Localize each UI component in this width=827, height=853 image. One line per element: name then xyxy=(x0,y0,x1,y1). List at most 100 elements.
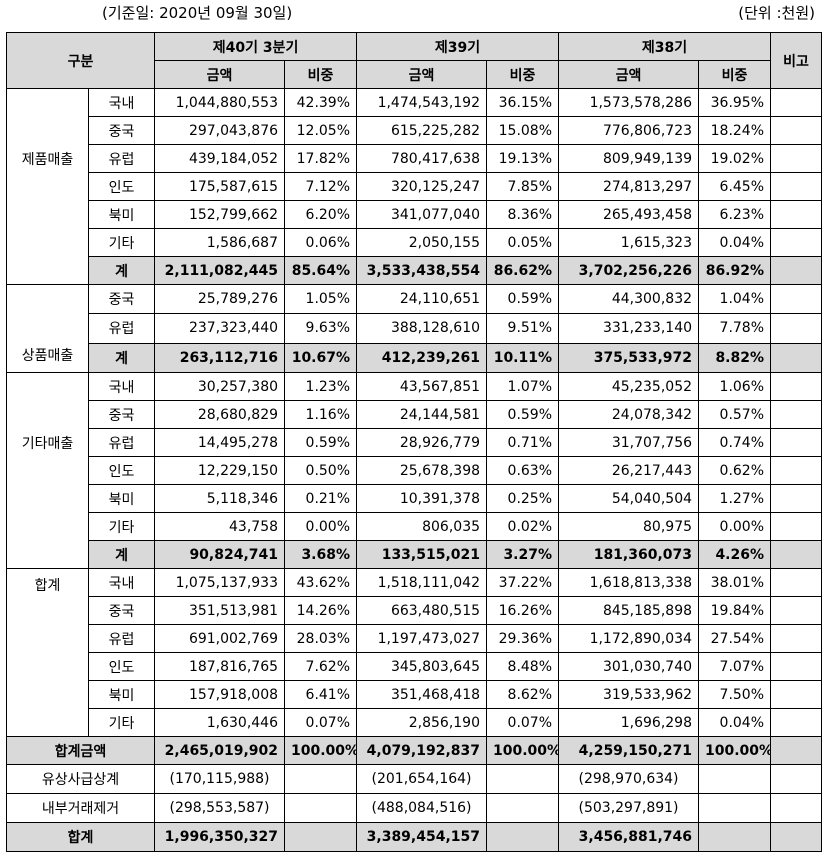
amount-cell: 1,586,687 xyxy=(154,228,286,257)
reference-date: (기준일: 2020년 09월 30일) xyxy=(102,4,293,22)
header-period-2: 제39기 xyxy=(356,32,560,61)
table-row: 기타 43,758 0.00% 806,035 0.02% 80,975 0.00% xyxy=(7,512,823,541)
ratio-cell: 9.51% xyxy=(486,313,560,344)
ratio-cell: 7.78% xyxy=(698,313,772,344)
note-cell xyxy=(770,764,823,794)
ratio-cell: 7.07% xyxy=(698,652,772,681)
note-cell xyxy=(770,116,823,145)
amount-cell: 351,468,418 xyxy=(356,680,488,709)
ratio-cell: 1.05% xyxy=(284,283,358,315)
header-note: 비고 xyxy=(770,32,823,89)
amount-cell: 375,533,972 xyxy=(558,342,700,374)
header-ratio: 비중 xyxy=(698,60,772,89)
ratio-cell: 0.59% xyxy=(486,283,560,315)
header-ratio: 비중 xyxy=(486,60,560,89)
amount-cell: 2,111,082,445 xyxy=(154,256,286,285)
ratio-cell: 43.62% xyxy=(284,568,358,597)
header-amount: 금액 xyxy=(356,60,488,89)
amount-cell: 1,573,578,286 xyxy=(558,88,700,117)
region-cell: 중국 xyxy=(87,400,156,429)
ratio-cell: 0.00% xyxy=(284,512,358,541)
ratio-cell: 1.23% xyxy=(284,372,358,401)
ratio-cell xyxy=(486,822,560,852)
group-label: 기타매출 xyxy=(6,372,89,569)
ratio-cell: 8.36% xyxy=(486,200,560,229)
amount-cell: 2,465,019,902 xyxy=(154,736,286,765)
table-row: 북미 157,918,008 6.41% 351,468,418 8.62% 319,53… xyxy=(7,680,823,709)
amount-cell: 806,035 xyxy=(356,512,488,541)
ratio-cell xyxy=(284,793,358,823)
ratio-cell: 100.00% xyxy=(486,736,560,765)
note-cell xyxy=(770,568,823,597)
note-cell xyxy=(770,172,823,201)
ratio-cell: 19.84% xyxy=(698,596,772,625)
ratio-cell: 0.50% xyxy=(284,456,358,485)
ratio-cell xyxy=(486,793,560,823)
subtotal-label: 계 xyxy=(87,256,156,285)
note-cell xyxy=(770,540,823,569)
amount-cell: 90,824,741 xyxy=(154,540,286,569)
ratio-cell: 8.62% xyxy=(486,680,560,709)
table-row: 기타매출 국내 30,257,380 1.23% 43,567,851 1.07% 45,2… xyxy=(6,372,823,569)
amount-cell: 187,816,765 xyxy=(154,652,286,681)
note-cell xyxy=(770,456,823,485)
amount-cell: (170,115,988) xyxy=(154,764,286,794)
amount-cell: 3,533,438,554 xyxy=(356,256,488,285)
ratio-cell: 27.54% xyxy=(698,624,772,653)
ratio-cell: 29.36% xyxy=(486,624,560,653)
note-cell xyxy=(770,822,823,852)
amount-cell: 615,225,282 xyxy=(356,116,488,145)
ratio-cell xyxy=(486,764,560,794)
grand-total-label: 합계 xyxy=(5,822,156,852)
region-cell: 국내 xyxy=(87,88,156,117)
amount-cell: 5,118,346 xyxy=(154,484,286,513)
table-row: 중국 28,680,829 1.16% 24,144,581 0.59% 24,078,3… xyxy=(7,400,823,429)
region-cell: 기타 xyxy=(87,228,156,257)
amount-cell: 1,996,350,327 xyxy=(154,822,286,852)
ratio-cell: 38.01% xyxy=(698,568,772,597)
amount-cell: 3,702,256,226 xyxy=(558,256,700,285)
ratio-cell: 19.02% xyxy=(698,144,772,173)
ratio-cell: 14.26% xyxy=(284,596,358,625)
ratio-cell: 12.05% xyxy=(284,116,358,145)
amount-cell: 25,789,276 xyxy=(154,283,286,315)
amount-cell: 341,077,040 xyxy=(356,200,488,229)
ratio-cell: 36.95% xyxy=(698,88,772,117)
amount-cell: 80,975 xyxy=(558,512,700,541)
ratio-cell: 0.57% xyxy=(698,400,772,429)
ratio-cell: 8.48% xyxy=(486,652,560,681)
amount-cell: 26,217,443 xyxy=(558,456,700,485)
ratio-cell: 85.64% xyxy=(284,256,358,285)
amount-cell: 345,803,645 xyxy=(356,652,488,681)
table-row: 북미 152,799,662 6.20% 341,077,040 8.36% 265,49… xyxy=(7,200,823,229)
note-cell xyxy=(770,624,823,653)
amount-cell: 297,043,876 xyxy=(154,116,286,145)
group-label: 제품매출 xyxy=(6,88,89,285)
amount-cell: 14,495,278 xyxy=(154,428,286,457)
amount-cell: 2,856,190 xyxy=(356,708,488,737)
ratio-cell xyxy=(698,822,772,852)
ratio-cell: 0.07% xyxy=(284,708,358,737)
amount-cell: 10,391,378 xyxy=(356,484,488,513)
amount-cell: 1,474,543,192 xyxy=(356,88,488,117)
amount-cell: 237,323,440 xyxy=(154,313,286,344)
note-cell xyxy=(770,484,823,513)
adjustment-row: 내부거래제거 (298,553,587) (488,084,516) (503,297… xyxy=(5,793,823,823)
ratio-cell: 3.27% xyxy=(486,540,560,569)
ratio-cell: 10.11% xyxy=(486,342,560,374)
amount-cell: 54,040,504 xyxy=(558,484,700,513)
subtotal-row: 계 2,111,082,445 85.64% 3,533,438,554 86.62% 3… xyxy=(7,256,823,285)
ratio-cell xyxy=(284,764,358,794)
ratio-cell: 0.62% xyxy=(698,456,772,485)
table-body: 제품매출 국내 1,044,880,553 42.39% 1,474,543,192 36… xyxy=(5,88,823,852)
amount-cell: 181,360,073 xyxy=(558,540,700,569)
ratio-cell: 6.41% xyxy=(284,680,358,709)
ratio-cell: 9.63% xyxy=(284,313,358,344)
subtotal-label: 계 xyxy=(87,342,156,374)
amount-cell: 45,235,052 xyxy=(558,372,700,401)
note-cell xyxy=(770,596,823,625)
amount-cell: (503,297,891) xyxy=(558,793,700,823)
amount-cell: 2,050,155 xyxy=(356,228,488,257)
ratio-cell: 15.08% xyxy=(486,116,560,145)
note-cell xyxy=(770,736,823,765)
